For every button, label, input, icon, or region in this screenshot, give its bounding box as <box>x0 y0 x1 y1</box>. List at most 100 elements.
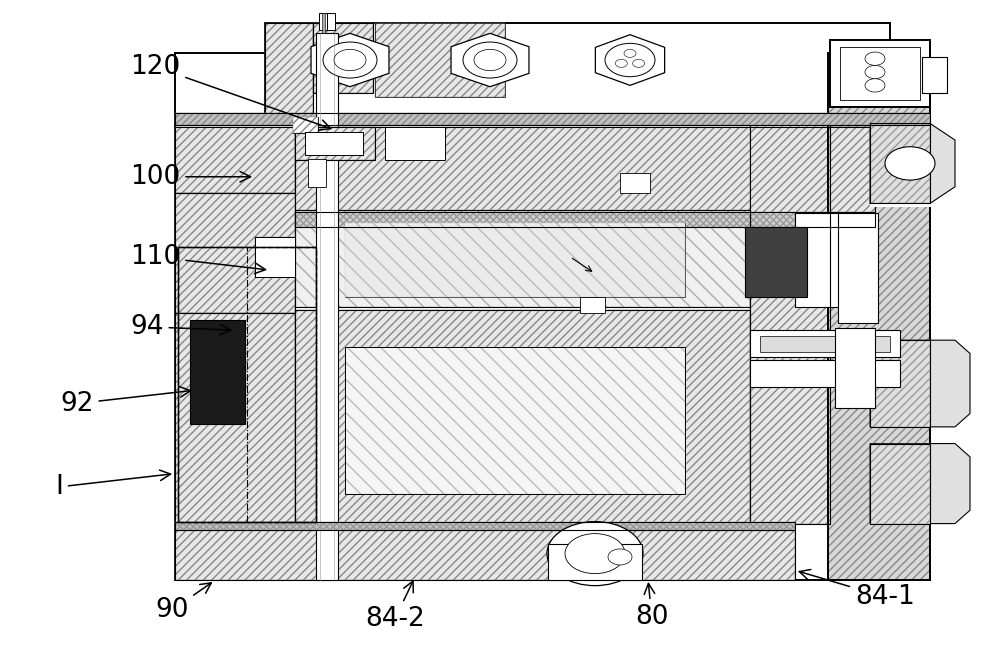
Text: I: I <box>55 470 171 500</box>
Polygon shape <box>451 33 529 87</box>
Bar <box>375 23 505 97</box>
Bar <box>750 117 830 524</box>
Text: 100: 100 <box>130 164 251 189</box>
Bar <box>305 132 363 155</box>
Bar <box>293 117 318 133</box>
Bar <box>745 227 807 297</box>
Circle shape <box>624 49 636 57</box>
Circle shape <box>865 65 885 79</box>
Polygon shape <box>870 123 955 203</box>
Bar <box>178 247 316 522</box>
Text: 84-2: 84-2 <box>365 581 425 632</box>
Bar <box>175 193 295 313</box>
Bar <box>319 13 327 30</box>
Bar <box>175 113 930 125</box>
Bar <box>295 127 375 160</box>
Bar <box>295 210 750 307</box>
Bar <box>830 40 930 107</box>
Bar <box>922 57 947 93</box>
Bar <box>316 33 338 580</box>
Bar <box>313 23 373 93</box>
Bar <box>175 530 795 580</box>
Bar <box>308 159 326 187</box>
Polygon shape <box>870 340 970 427</box>
Bar <box>265 23 313 120</box>
Bar <box>840 47 920 100</box>
Bar <box>795 213 845 307</box>
Bar <box>345 223 685 297</box>
Circle shape <box>633 59 645 67</box>
Circle shape <box>463 42 517 78</box>
Bar <box>548 544 642 580</box>
Bar <box>265 23 890 120</box>
Bar <box>175 127 295 193</box>
Bar <box>870 123 930 203</box>
Text: 120: 120 <box>130 54 331 130</box>
Bar <box>293 117 318 133</box>
Bar <box>750 117 830 524</box>
Polygon shape <box>870 444 970 524</box>
Bar <box>760 336 890 352</box>
Bar <box>345 347 685 494</box>
Bar <box>175 193 295 313</box>
Circle shape <box>865 52 885 65</box>
Bar <box>870 444 930 524</box>
Bar <box>375 23 505 97</box>
Bar <box>838 213 878 323</box>
Circle shape <box>865 79 885 92</box>
Text: 90: 90 <box>155 583 211 623</box>
Polygon shape <box>311 33 389 87</box>
Bar <box>175 53 930 580</box>
Bar <box>327 13 335 30</box>
Circle shape <box>323 42 377 78</box>
Bar <box>870 444 930 524</box>
Circle shape <box>615 59 627 67</box>
Text: 110: 110 <box>130 244 266 273</box>
Bar <box>870 340 930 427</box>
Bar <box>175 522 795 530</box>
Circle shape <box>885 147 935 180</box>
Bar <box>190 320 245 424</box>
Bar <box>580 297 605 313</box>
Bar <box>295 127 875 213</box>
Circle shape <box>565 534 625 574</box>
Bar <box>620 173 650 193</box>
Bar <box>175 313 295 524</box>
Bar <box>828 53 930 580</box>
Bar <box>175 113 930 125</box>
Text: 92: 92 <box>60 387 191 416</box>
Bar <box>870 123 930 203</box>
Bar <box>385 127 445 160</box>
Bar <box>750 330 900 357</box>
Bar <box>175 313 295 524</box>
Text: 84-1: 84-1 <box>799 570 915 610</box>
Bar <box>295 212 875 227</box>
Bar <box>255 237 295 277</box>
Bar <box>175 530 795 580</box>
Bar <box>750 360 900 387</box>
Bar <box>870 340 930 427</box>
Bar <box>175 522 795 530</box>
Bar <box>835 328 875 408</box>
Bar <box>828 53 930 580</box>
Bar <box>313 23 373 93</box>
Bar <box>295 212 875 227</box>
Circle shape <box>605 43 655 77</box>
Bar <box>322 13 325 33</box>
Bar <box>265 23 313 120</box>
Polygon shape <box>595 35 665 85</box>
Bar <box>295 210 750 307</box>
Bar <box>295 310 750 524</box>
Bar <box>345 347 685 494</box>
Circle shape <box>474 49 506 71</box>
Bar <box>295 127 875 213</box>
Bar <box>870 127 950 207</box>
Bar <box>255 237 295 277</box>
Bar <box>255 237 295 277</box>
Bar <box>922 57 947 93</box>
Text: 94: 94 <box>130 314 231 340</box>
Bar <box>295 310 750 524</box>
Circle shape <box>547 522 643 586</box>
Bar <box>175 127 295 193</box>
Circle shape <box>608 549 632 565</box>
